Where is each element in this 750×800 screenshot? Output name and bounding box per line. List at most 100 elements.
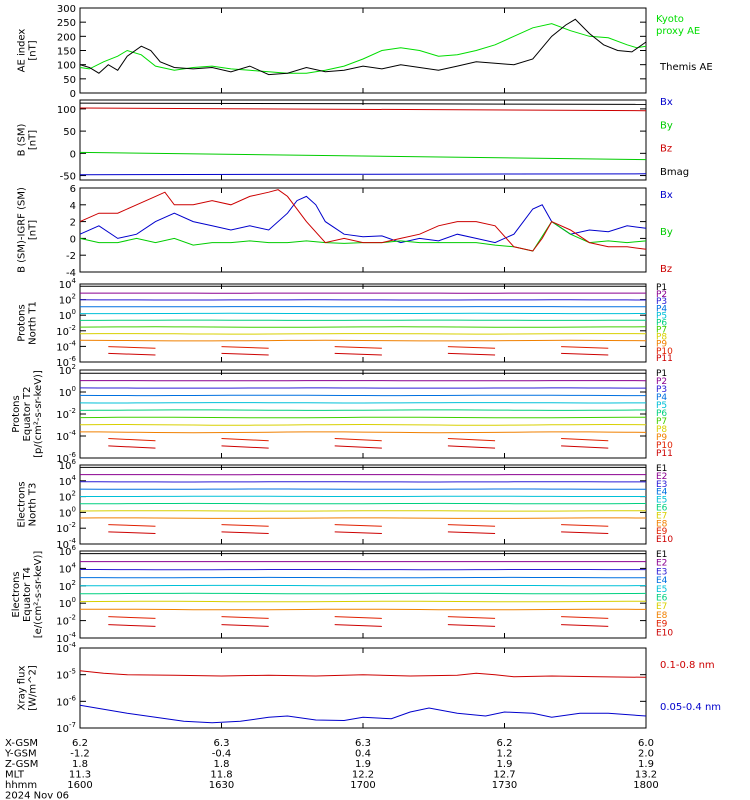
series-line: [79, 409, 647, 411]
x-tick-label: 1600: [67, 780, 92, 791]
legend-entry: E3: [656, 480, 667, 490]
series-line: [79, 107, 647, 112]
ephemeris-row-label: X-GSM: [5, 738, 38, 749]
y-tick-label: 10-2: [56, 521, 76, 535]
legend-entry: proxy AE: [656, 26, 700, 37]
series-line: [108, 616, 156, 619]
y-axis-label: ProtonsEquator T2[p/(cm²-s-sr-keV)]: [11, 370, 44, 458]
y-tick-label: 10-7: [56, 721, 76, 735]
x-tick-label: 2.0: [638, 749, 654, 760]
legend-entry: P9: [656, 340, 667, 350]
series-line: [334, 624, 382, 627]
series-line: [334, 438, 382, 442]
panel-frame: [79, 7, 647, 94]
ephemeris-row-label: hhmm: [5, 780, 37, 791]
series-line: [80, 431, 647, 434]
y-tick-label: 102: [59, 293, 76, 307]
y-axis-label: Xray flux[W/m^2]: [17, 665, 39, 711]
series-line: [447, 352, 496, 356]
panel-frame: [79, 369, 647, 459]
x-tick-label: 6.2: [72, 738, 88, 749]
series-line: [561, 346, 609, 349]
y-tick-label: -2: [66, 251, 76, 262]
series-line: [221, 352, 269, 356]
y-tick-label: 102: [59, 579, 76, 593]
series-line: [79, 517, 647, 519]
series-line: [561, 445, 609, 449]
series-line: [561, 531, 609, 534]
x-tick-label: 1730: [492, 780, 517, 791]
x-tick-label: 12.2: [352, 770, 374, 781]
y-tick-label: 0: [70, 234, 76, 245]
series-line: [447, 531, 496, 534]
series-line: [561, 438, 609, 442]
legend-entry: E2: [656, 472, 667, 482]
legend-entry: E6: [656, 504, 668, 514]
panel-2: -50 0 50 100 B (SM)[nT] Bx By Bz Bmag: [17, 97, 690, 183]
series-line: [79, 18, 647, 76]
legend-entry: P6: [656, 318, 667, 328]
legend-entry: E7: [656, 602, 667, 612]
y-tick-label: 100: [59, 385, 76, 399]
x-tick-label: 6.2: [497, 738, 513, 749]
series-line: [561, 352, 609, 356]
series-line: [79, 195, 647, 244]
y-tick-label: 0: [70, 149, 76, 160]
y-tick-label: 50: [63, 127, 76, 138]
y-axis-label: B (SM)-IGRF (SM)[nT]: [17, 187, 39, 273]
legend-entry: P1: [656, 369, 667, 379]
panel-8: 10-7 10-6 10-5 10-4 Xray flux[W/m^2] 0.1-0.8 …: [17, 641, 722, 735]
y-tick-label: 104: [59, 561, 77, 575]
legend-entry: E6: [656, 594, 668, 604]
x-tick-label: 1700: [350, 780, 375, 791]
series-line: [79, 102, 647, 105]
series-line: [334, 352, 382, 356]
y-axis-label: AE index[nT]: [17, 29, 39, 73]
y-tick-label: 10-4: [56, 429, 76, 443]
legend-entry: E4: [656, 576, 668, 586]
series-line: [79, 592, 647, 595]
legend-entry: Kyoto: [656, 14, 684, 25]
legend-entry: E8: [656, 611, 668, 621]
y-tick-label: 10-2: [56, 614, 76, 628]
y-axis-label: B (SM)[nT]: [17, 123, 39, 156]
legend-entry: P1: [656, 283, 667, 293]
series-line: [108, 624, 156, 627]
series-line: [447, 624, 496, 627]
series-line: [79, 333, 647, 335]
x-tick-label: 6.3: [214, 738, 230, 749]
x-tick-label: 1.9: [638, 759, 654, 770]
series-line: [334, 346, 382, 349]
series-line: [561, 616, 609, 619]
y-axis-label: ElectronsNorth T3: [17, 481, 39, 527]
x-tick-label: 1.9: [355, 759, 371, 770]
x-tick-label: -0.4: [212, 749, 232, 760]
x-tick-label: 6.3: [355, 738, 371, 749]
y-tick-label: 100: [57, 105, 76, 116]
panel-3: -4 -2 0 2 4 6 B (SM)-IGRF (SM)[nT] Bx By Bz: [17, 184, 673, 279]
series-line: [108, 445, 156, 449]
x-tick-label: 1.8: [72, 759, 88, 770]
y-tick-label: 104: [59, 277, 77, 291]
y-tick-label: 300: [57, 4, 76, 15]
series-line: [561, 624, 609, 627]
y-tick-label: 100: [59, 596, 76, 610]
y-tick-label: 10-4: [56, 641, 76, 655]
series-line: [79, 600, 646, 603]
series-line: [334, 445, 382, 449]
y-tick-label: 200: [57, 32, 76, 43]
x-tick-label: 1.8: [214, 759, 230, 770]
legend-entry: P9: [656, 433, 667, 443]
y-tick-label: 106: [59, 544, 77, 558]
legend-entry: Bx: [660, 190, 673, 201]
x-tick-label: 1.2: [497, 749, 513, 760]
legend-entry: P8: [656, 425, 667, 435]
series-line: [447, 524, 496, 527]
legend-entry: By: [660, 120, 673, 131]
x-tick-label: 1800: [633, 780, 658, 791]
legend-entry: P4: [656, 393, 667, 403]
series-line: [334, 524, 382, 527]
legend-entry: P10: [656, 347, 673, 357]
